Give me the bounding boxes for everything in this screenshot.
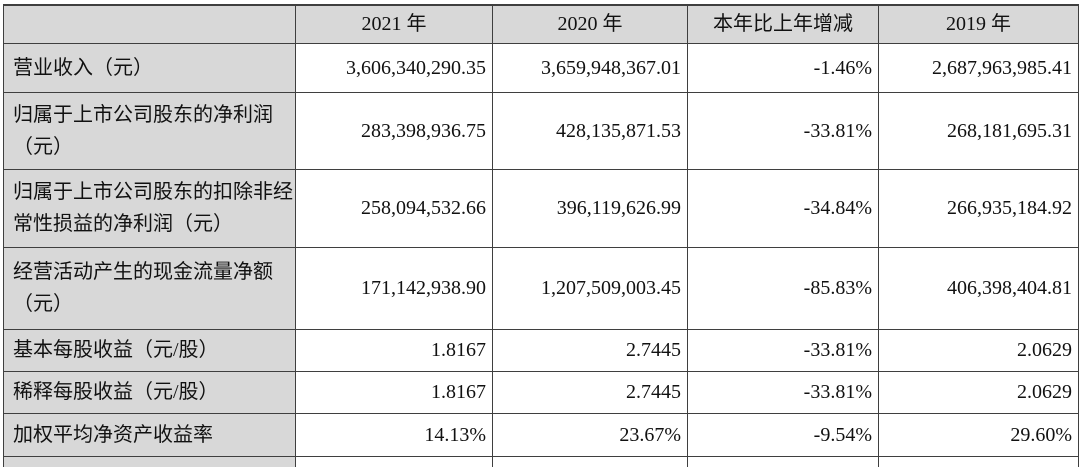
column-header-2021: 2021 年 (295, 4, 493, 44)
row-label: 加权平均净资产收益率 (3, 412, 296, 457)
cell-value: 406,398,404.81 (878, 246, 1079, 330)
cell-value (492, 455, 688, 467)
cell-value: 1.8167 (295, 370, 493, 414)
cell-value: -34.84% (687, 168, 879, 248)
table-row-basic-eps: 基本每股收益（元/股） 1.8167 2.7445 -33.81% 2.0629 (3, 328, 1079, 372)
cell-value: -85.83% (687, 246, 879, 330)
table-row-diluted-eps: 稀释每股收益（元/股） 1.8167 2.7445 -33.81% 2.0629 (3, 370, 1079, 414)
cell-value: 396,119,626.99 (492, 168, 688, 248)
cell-value: 23.67% (492, 412, 688, 457)
cell-value: 2.7445 (492, 370, 688, 414)
cell-value: 2.0629 (878, 328, 1079, 372)
financial-summary-table: 2021 年 2020 年 本年比上年增减 2019 年 营业收入（元） 3,6… (3, 4, 1079, 467)
cell-value: 258,094,532.66 (295, 168, 493, 248)
cell-value (687, 455, 879, 467)
cell-value: -9.54% (687, 412, 879, 457)
cell-value (878, 455, 1079, 467)
cell-value (295, 455, 493, 467)
cell-value: 2,687,963,985.41 (878, 42, 1079, 93)
table-row-operating-cash-flow: 经营活动产生的现金流量净额（元） 171,142,938.90 1,207,50… (3, 246, 1079, 330)
cell-value: 29.60% (878, 412, 1079, 457)
cell-value: 1,207,509,003.45 (492, 246, 688, 330)
cell-value: 14.13% (295, 412, 493, 457)
table-row-operating-revenue: 营业收入（元） 3,606,340,290.35 3,659,948,367.0… (3, 42, 1079, 93)
row-label (3, 455, 296, 467)
cell-value: 3,659,948,367.01 (492, 42, 688, 93)
header-row: 2021 年 2020 年 本年比上年增减 2019 年 (3, 4, 1079, 44)
row-label: 稀释每股收益（元/股） (3, 370, 296, 414)
table-row-partial-cutoff (3, 455, 1079, 467)
row-label: 基本每股收益（元/股） (3, 328, 296, 372)
cell-value: 1.8167 (295, 328, 493, 372)
column-header-yoy-change: 本年比上年增减 (687, 4, 879, 44)
cell-value: 2.7445 (492, 328, 688, 372)
cell-value: -33.81% (687, 91, 879, 170)
column-header-2019: 2019 年 (878, 4, 1079, 44)
cell-value: 2.0629 (878, 370, 1079, 414)
column-header-2020: 2020 年 (492, 4, 688, 44)
row-label: 经营活动产生的现金流量净额（元） (3, 246, 296, 330)
row-label: 归属于上市公司股东的扣除非经常性损益的净利润（元） (3, 168, 296, 248)
cell-value: -1.46% (687, 42, 879, 93)
row-label: 归属于上市公司股东的净利润（元） (3, 91, 296, 170)
cell-value: 428,135,871.53 (492, 91, 688, 170)
cell-value: -33.81% (687, 370, 879, 414)
table-row-net-profit: 归属于上市公司股东的净利润（元） 283,398,936.75 428,135,… (3, 91, 1079, 170)
table-row-weighted-avg-roe: 加权平均净资产收益率 14.13% 23.67% -9.54% 29.60% (3, 412, 1079, 457)
table-row-net-profit-excl-nonrecurring: 归属于上市公司股东的扣除非经常性损益的净利润（元） 258,094,532.66… (3, 168, 1079, 248)
cell-value: 283,398,936.75 (295, 91, 493, 170)
cell-value: 3,606,340,290.35 (295, 42, 493, 93)
row-label: 营业收入（元） (3, 42, 296, 93)
cell-value: 171,142,938.90 (295, 246, 493, 330)
cell-value: 266,935,184.92 (878, 168, 1079, 248)
cell-value: 268,181,695.31 (878, 91, 1079, 170)
cell-value: -33.81% (687, 328, 879, 372)
column-header-blank (3, 4, 296, 44)
